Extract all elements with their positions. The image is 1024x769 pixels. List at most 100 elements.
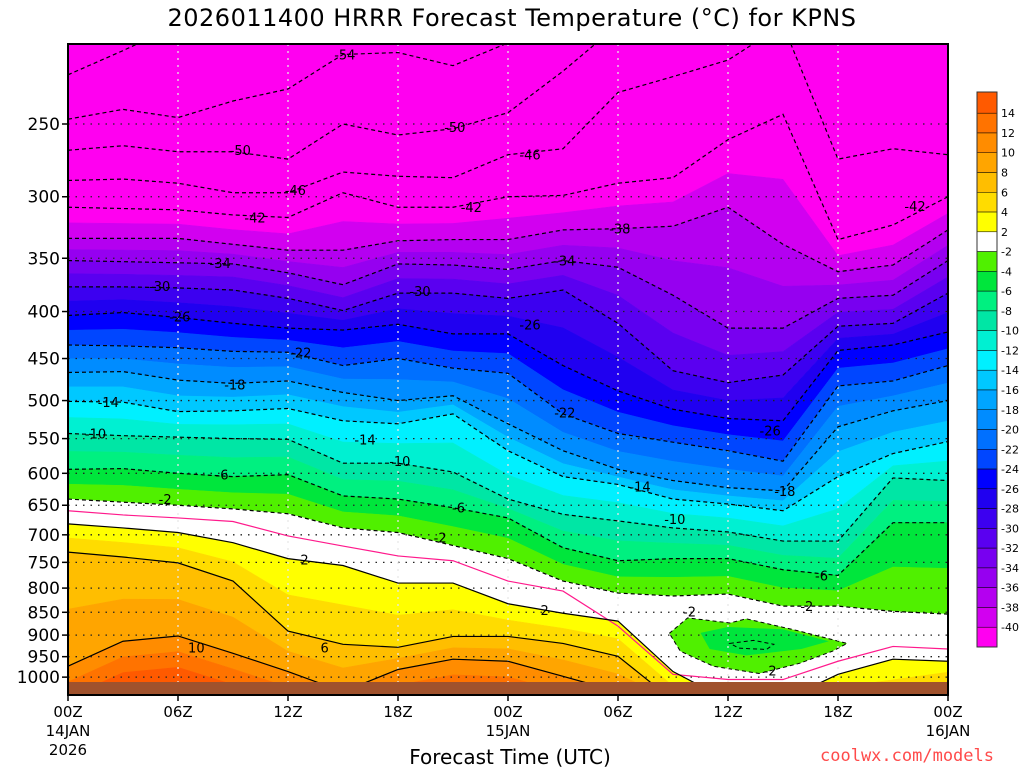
contour-label: -2 bbox=[434, 532, 447, 547]
isotherm-contour bbox=[68, 468, 948, 577]
contour-label: -10 bbox=[389, 455, 410, 470]
y-tick-label: 750 bbox=[28, 553, 60, 573]
contour-label: -26 bbox=[169, 310, 190, 325]
chart-title: 2026011400 HRRR Forecast Temperature (°C… bbox=[167, 4, 857, 32]
colorbar-label: -20 bbox=[1001, 424, 1019, 437]
colorbar-label: -40 bbox=[1001, 621, 1019, 634]
isotherm-contour bbox=[68, 113, 948, 241]
contour-label: -10 bbox=[664, 513, 685, 528]
colorbar-label: -12 bbox=[1001, 344, 1019, 357]
colorbar-swatch bbox=[976, 488, 998, 509]
colorbar-swatch bbox=[976, 369, 998, 391]
y-tick-label: 550 bbox=[28, 430, 60, 450]
isotherm-contour bbox=[68, 432, 948, 542]
contour-label: -6 bbox=[452, 502, 465, 517]
colorbar-label: 14 bbox=[1001, 107, 1015, 120]
contour-label: -34 bbox=[210, 257, 231, 272]
isotherm-contour bbox=[68, 551, 948, 695]
x-tick-label: 00Z bbox=[53, 703, 82, 721]
x-tick-date: 16JAN bbox=[926, 722, 971, 740]
x-tick-date: 15JAN bbox=[486, 722, 531, 740]
colorbar-swatch bbox=[976, 231, 998, 252]
y-tick-label: 500 bbox=[28, 392, 60, 412]
contour-label: -2 bbox=[159, 493, 172, 508]
colorbar-label: -28 bbox=[1001, 503, 1019, 516]
colorbar-swatch bbox=[976, 112, 998, 134]
colorbar-label: -26 bbox=[1001, 483, 1019, 496]
colorbar-label: 12 bbox=[1001, 127, 1015, 140]
x-tick-label: 12Z bbox=[273, 703, 302, 721]
isotherm-contour bbox=[68, 635, 644, 695]
colorbar-swatch bbox=[976, 211, 998, 233]
contour-label: -46 bbox=[285, 184, 306, 199]
colorbar-swatch bbox=[976, 310, 998, 331]
isotherm-contour bbox=[68, 510, 948, 681]
colorbar-swatch bbox=[976, 172, 998, 193]
isotherm-contour bbox=[68, 44, 507, 120]
colorbar-swatch bbox=[976, 528, 998, 549]
colorbar-label: -4 bbox=[1001, 265, 1012, 278]
colorbar-label: -18 bbox=[1001, 404, 1019, 417]
colorbar-swatch bbox=[976, 330, 998, 351]
contour-label: -22 bbox=[554, 406, 575, 421]
watermark-link[interactable]: coolwx.com/models bbox=[820, 746, 994, 766]
y-tick-label: 300 bbox=[28, 188, 60, 208]
y-tick-label: 950 bbox=[28, 648, 60, 668]
y-tick-label: 800 bbox=[28, 579, 60, 599]
contour-label: -2 bbox=[764, 665, 777, 680]
contour-label: -42 bbox=[244, 211, 265, 226]
contour-label: 2 bbox=[300, 554, 308, 569]
colorbar-swatch bbox=[976, 607, 998, 628]
colorbar-label: -2 bbox=[1001, 246, 1012, 259]
temperature-band bbox=[68, 44, 948, 256]
contour-label: -42 bbox=[904, 200, 925, 215]
contour-label: -54 bbox=[334, 48, 355, 63]
colorbar-label: -36 bbox=[1001, 582, 1019, 595]
isotherm-contour bbox=[68, 371, 948, 492]
contour-label: -18 bbox=[224, 378, 245, 393]
y-tick-label: 600 bbox=[28, 464, 60, 484]
contour-label: -10 bbox=[85, 427, 106, 442]
colorbar-label: -6 bbox=[1001, 285, 1012, 298]
colorbar-label: -34 bbox=[1001, 562, 1019, 575]
y-tick-label: 450 bbox=[28, 350, 60, 370]
isotherm-contour bbox=[68, 344, 948, 462]
y-tick-label: 850 bbox=[28, 603, 60, 623]
colorbar-swatch bbox=[976, 91, 998, 114]
y-tick-label: 350 bbox=[28, 249, 60, 269]
colorbar-swatch bbox=[976, 389, 998, 411]
x-tick-label: 12Z bbox=[713, 703, 742, 721]
colorbar-label: -16 bbox=[1001, 384, 1019, 397]
colorbar-swatch bbox=[976, 508, 998, 529]
colorbar-swatch bbox=[976, 547, 998, 569]
x-tick-label: 18Z bbox=[823, 703, 852, 721]
x-tick-year: 2026 bbox=[49, 741, 87, 759]
contour-label: -50 bbox=[230, 144, 251, 159]
colorbar-label: 2 bbox=[1001, 226, 1008, 239]
colorbar-swatch bbox=[976, 449, 998, 470]
contour-label: -46 bbox=[519, 149, 540, 164]
colorbar-swatch bbox=[976, 587, 998, 608]
contour-label: -14 bbox=[354, 433, 375, 448]
x-tick-label: 06Z bbox=[163, 703, 192, 721]
colorbar-swatch bbox=[976, 132, 998, 153]
y-tick-label: 650 bbox=[28, 496, 60, 516]
contour-label: -38 bbox=[609, 223, 630, 238]
colorbar-label: 10 bbox=[1001, 147, 1015, 160]
isotherm-contour bbox=[68, 259, 948, 329]
contour-label: -30 bbox=[409, 285, 430, 300]
colorbar-swatch bbox=[976, 409, 998, 430]
contour-label: -50 bbox=[444, 121, 465, 136]
x-tick-date: 14JAN bbox=[46, 722, 91, 740]
y-tick-label: 400 bbox=[28, 303, 60, 323]
colorbar-label: 6 bbox=[1001, 186, 1008, 199]
isotherm-contour bbox=[68, 400, 948, 512]
isotherm-contour bbox=[68, 311, 948, 422]
x-tick-label: 06Z bbox=[603, 703, 632, 721]
contour-label: -14 bbox=[629, 480, 650, 495]
colorbar-swatch bbox=[976, 429, 998, 450]
colorbar-swatch bbox=[976, 290, 998, 312]
contour-label: -30 bbox=[149, 280, 170, 295]
